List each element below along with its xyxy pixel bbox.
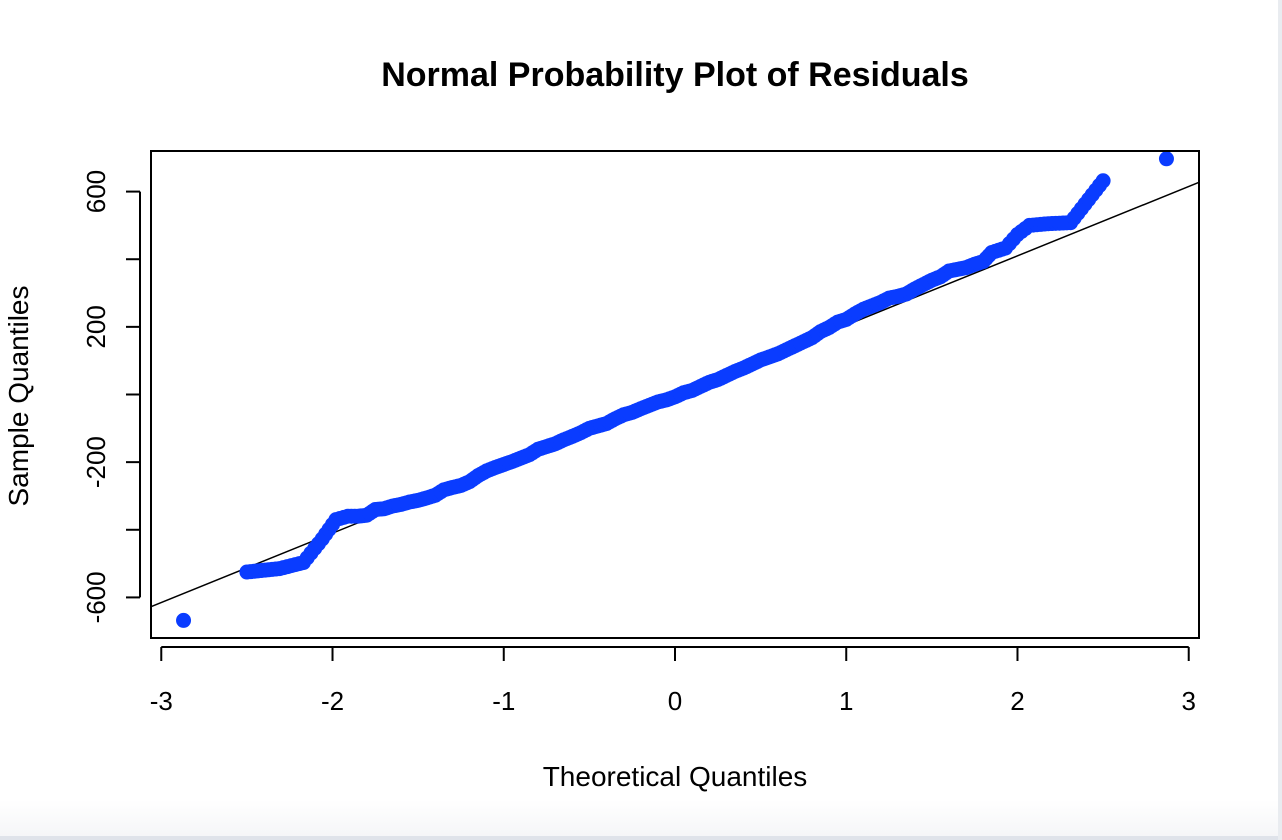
- x-tick-label: 1: [839, 686, 853, 716]
- x-tick-label: -2: [321, 686, 344, 716]
- window-bottom-edge: [0, 836, 1282, 840]
- data-point: [1091, 177, 1107, 193]
- y-tick-label: -600: [81, 571, 111, 623]
- x-tick-label: 2: [1010, 686, 1024, 716]
- y-axis: -600 -200 200 600: [81, 170, 141, 623]
- y-axis-label: Sample Quantiles: [3, 285, 34, 506]
- x-axis-label: Theoretical Quantiles: [543, 761, 808, 792]
- y-tick-label: -200: [81, 436, 111, 488]
- x-axis: -3 -2 -1 0 1 2 3: [150, 646, 1196, 716]
- window-bottom-shade: [0, 800, 1282, 840]
- chart-title: Normal Probability Plot of Residuals: [381, 56, 969, 94]
- x-tick-label: -3: [150, 686, 173, 716]
- x-tick-label: 0: [668, 686, 682, 716]
- data-points: [176, 151, 1174, 628]
- data-point: [176, 612, 192, 628]
- x-tick-label: -1: [492, 686, 515, 716]
- plot-area-box: [150, 150, 1200, 639]
- data-point: [1158, 151, 1174, 167]
- x-tick-label: 3: [1181, 686, 1195, 716]
- y-tick-label: 200: [81, 305, 111, 348]
- y-tick-label: 600: [81, 170, 111, 213]
- window-right-edge: [1278, 0, 1282, 840]
